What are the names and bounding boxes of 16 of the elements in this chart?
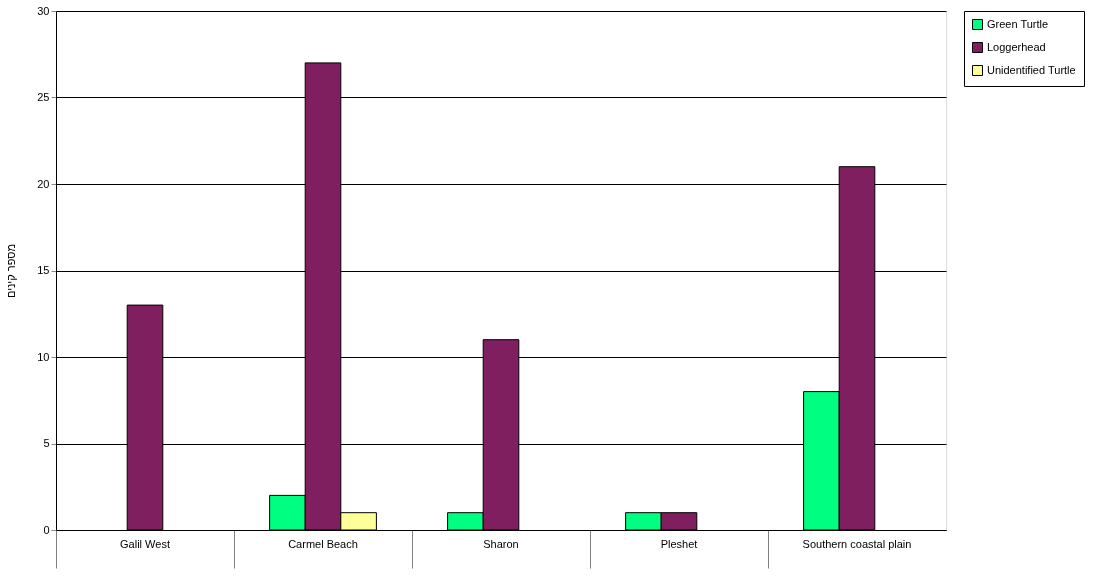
y-tick-label: 25	[37, 91, 50, 103]
x-tick-label: Galil West	[120, 537, 170, 550]
y-tick-label: 30	[37, 4, 50, 17]
legend-label: Unidentified Turtle	[987, 63, 1076, 76]
legend-label: Green Turtle	[987, 17, 1049, 30]
y-tick-label: 20	[37, 177, 50, 190]
y-tick-label: 5	[43, 437, 50, 449]
legend-label: Loggerhead	[987, 40, 1046, 53]
y-tick-label: 0	[43, 523, 50, 536]
y-axis-title: מספר קינים	[5, 243, 18, 299]
x-tick-label: Sharon	[483, 537, 519, 550]
y-tick-label: 10	[37, 350, 50, 363]
x-tick-label: Pleshet	[660, 537, 698, 550]
x-tick-label: Southern coastal plain	[802, 537, 912, 550]
x-tick-label: Carmel Beach	[288, 537, 358, 550]
y-tick-label: 15	[37, 264, 50, 276]
